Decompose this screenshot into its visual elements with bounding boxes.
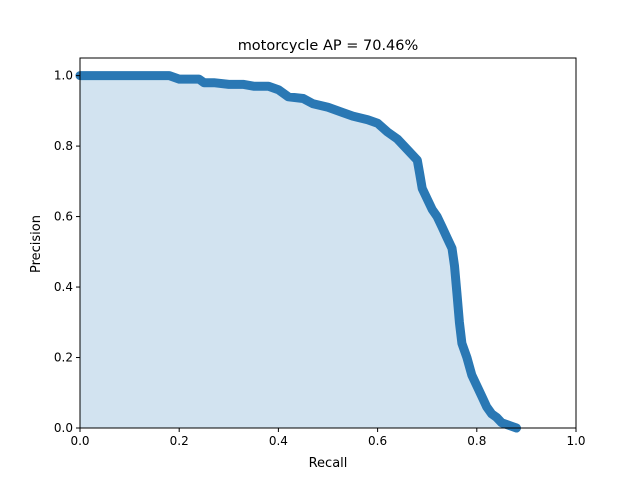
axes-frame [79, 57, 577, 429]
x-tick-label: 0.2 [170, 434, 189, 448]
x-tick-label: 0.6 [368, 434, 387, 448]
y-tick-label: 0.2 [54, 351, 73, 365]
pr-curve-line [75, 71, 521, 433]
chart-title: motorcycle AP = 70.46% [238, 38, 419, 54]
y-tick-label: 0.4 [54, 280, 73, 294]
y-axis: 0.0 0.2 0.4 0.6 0.8 1.0 [54, 69, 80, 435]
y-tick-label: 0.0 [54, 421, 73, 435]
y-axis-label: Precision [29, 215, 44, 273]
y-tick-label: 1.0 [54, 69, 73, 83]
x-tick-label: 0.0 [70, 434, 89, 448]
plot-area [75, 71, 521, 433]
pr-area-fill [80, 75, 517, 428]
x-axis: 0.0 0.2 0.4 0.6 0.8 1.0 [70, 428, 586, 448]
y-tick-label: 0.8 [54, 139, 73, 153]
x-tick-label: 1.0 [566, 434, 585, 448]
x-axis-label: Recall [309, 456, 348, 471]
x-tick-label: 0.4 [269, 434, 288, 448]
y-tick-label: 0.6 [54, 210, 73, 224]
x-tick-label: 0.8 [467, 434, 486, 448]
